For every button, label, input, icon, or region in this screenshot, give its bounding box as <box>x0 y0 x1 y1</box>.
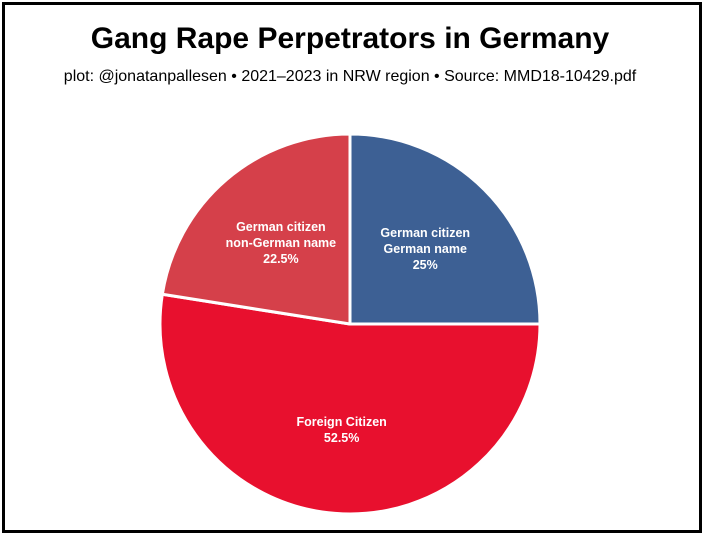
slice-label-line: 52.5% <box>324 431 359 445</box>
pie-slice-german-citizen-german-name <box>348 132 542 326</box>
slice-label-german-citizen-non-german-name: German citizen non-German name 22.5% <box>226 220 336 266</box>
pie-slice-german-citizen-non-german-name <box>160 132 352 326</box>
slice-label-line: German citizen <box>236 220 326 234</box>
slice-label-line: non-German name <box>226 236 336 250</box>
slice-label-line: German citizen <box>380 226 470 240</box>
slice-label-german-citizen-german-name: German citizen German name 25% <box>380 226 470 272</box>
slice-label-line: 25% <box>413 258 438 272</box>
slice-label-foreign-citizen: Foreign Citizen 52.5% <box>297 415 387 445</box>
chart-subtitle: plot: @jonatanpallesen • 2021–2023 in NR… <box>63 68 637 85</box>
slice-label-line: Foreign Citizen <box>297 415 387 429</box>
slice-label-line: German name <box>384 242 467 256</box>
slice-label-line: 22.5% <box>263 252 298 266</box>
pie-slice-foreign-citizen <box>158 292 542 516</box>
chart-title: Gang Rape Perpetrators in Germany <box>90 22 610 55</box>
